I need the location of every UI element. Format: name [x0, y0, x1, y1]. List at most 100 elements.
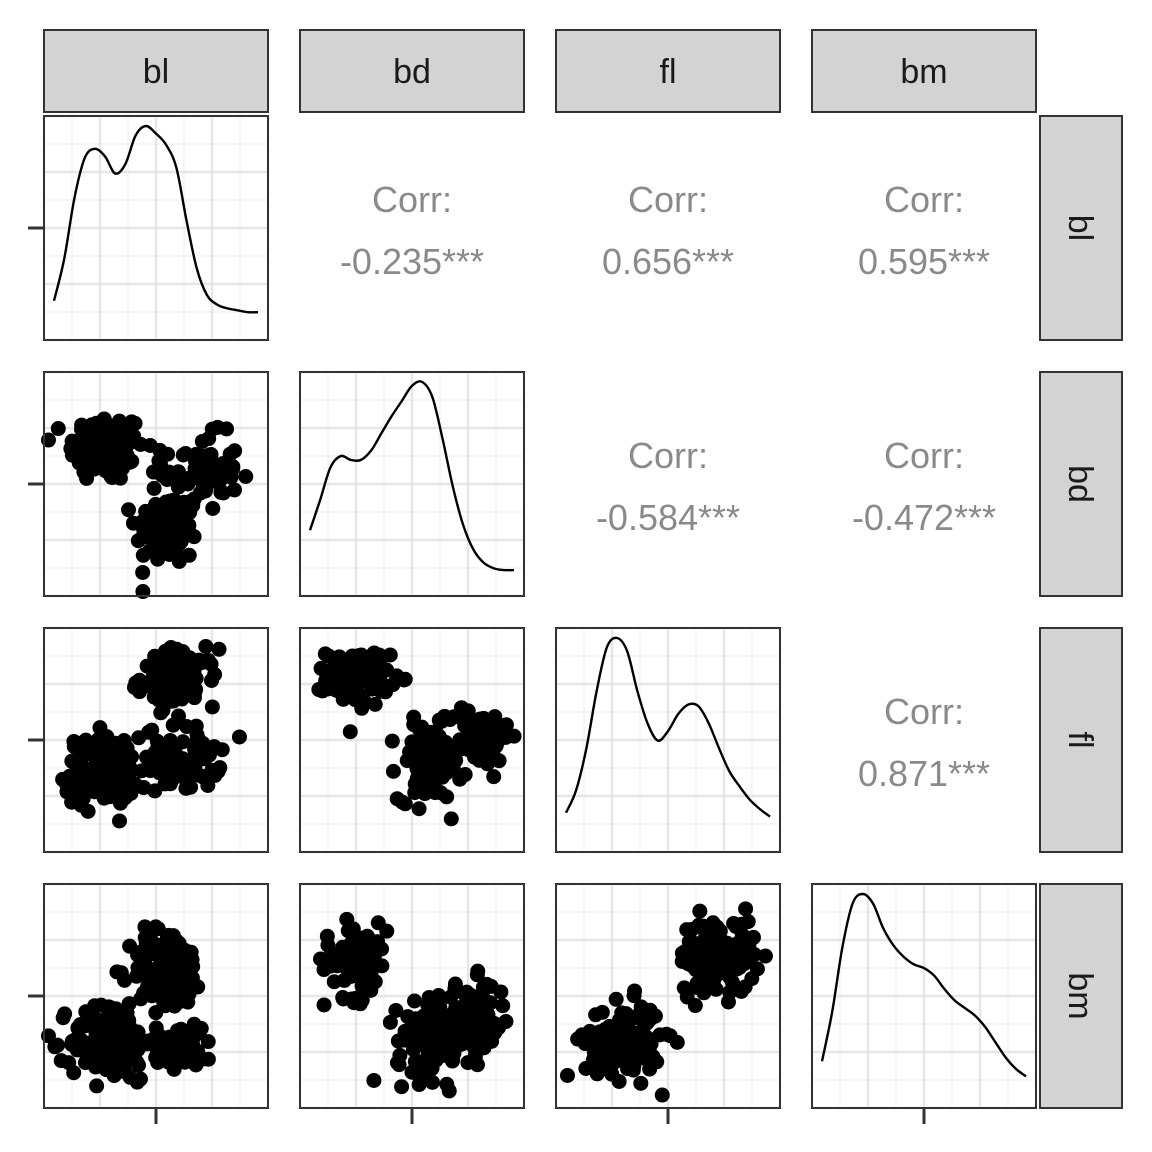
- point-bd_fl-221: [438, 734, 454, 750]
- point-bd_fl-195: [409, 771, 425, 787]
- point-fl_bm-85: [625, 1062, 641, 1078]
- point-bd_fl-83: [382, 647, 398, 663]
- point-bl_bm-128: [78, 1004, 94, 1020]
- panel-bm-bl: [40, 882, 270, 1110]
- strip-top-label-fl: fl: [660, 53, 677, 91]
- point-bl_bm-138: [127, 1049, 143, 1065]
- point-fl_bm-259: [749, 961, 765, 977]
- corr-label-bl-fl: Corr:: [628, 179, 708, 220]
- point-bl_fl-297: [161, 748, 177, 764]
- point-bd_bm-146: [424, 1074, 440, 1090]
- point-fl_bm-238: [691, 917, 707, 933]
- corr-value-bd-bm: -0.472***: [852, 497, 996, 538]
- point-fl_bm-127: [601, 1048, 617, 1064]
- point-bl_bm-238: [152, 956, 168, 972]
- point-bl_bd-118: [110, 428, 126, 444]
- point-bl_bd-41: [127, 415, 143, 431]
- point-bl_bd-281: [180, 494, 196, 510]
- point-bd_fl-85: [342, 652, 358, 668]
- point-bl_bd-219: [153, 531, 169, 547]
- point-fl_bm-222: [692, 903, 708, 919]
- point-bl_bm-247: [165, 928, 181, 944]
- point-bl_fl-152: [211, 641, 227, 657]
- point-bd_fl-99: [443, 811, 459, 827]
- point-bd_bm-79: [350, 961, 366, 977]
- point-bl_fl-218: [207, 667, 223, 683]
- point-bl_bd-111: [97, 415, 113, 431]
- point-bl_bm-242: [109, 964, 125, 980]
- point-bd_bm-264: [446, 1005, 462, 1021]
- panel-bm-bm: [810, 882, 1038, 1110]
- point-bl_fl-96: [92, 720, 108, 736]
- point-bl_bm-272: [200, 1034, 216, 1050]
- point-bl_bm-52: [89, 1078, 105, 1094]
- point-bl_bm-244: [138, 934, 154, 950]
- point-fl_bm-97: [652, 1027, 668, 1043]
- point-bl_bd-189: [121, 502, 137, 518]
- point-bd_bm-72: [335, 991, 351, 1007]
- strip-right-label-bl: bl: [1061, 215, 1099, 241]
- panel-fl-fl: [554, 626, 782, 854]
- point-bl_fl-201: [165, 693, 181, 709]
- point-bl_fl-92: [111, 813, 127, 829]
- point-bl_fl-153: [204, 699, 220, 715]
- point-bd_fl-258: [487, 721, 503, 737]
- density-curve-bm: [820, 892, 1027, 1078]
- point-bd_fl-65: [321, 648, 337, 664]
- strip-top-bm: bm: [811, 29, 1037, 113]
- point-bl_bd-108: [85, 437, 101, 453]
- point-bl_bm-135: [118, 1013, 134, 1029]
- strip-right-bd: bd: [1039, 371, 1123, 597]
- point-bd_bm-198: [407, 1054, 423, 1070]
- point-bl_fl-294: [162, 732, 178, 748]
- point-bd_bm-195: [428, 1048, 444, 1064]
- point-bl_fl-227: [176, 661, 192, 677]
- point-bd_fl-238: [431, 712, 447, 728]
- point-bl_fl-115: [75, 759, 91, 775]
- point-bl_bm-248: [133, 991, 149, 1007]
- corr-value-bl-bm: 0.595***: [858, 241, 990, 282]
- point-bl_bm-139: [130, 1024, 146, 1040]
- point-fl_bm-139: [738, 901, 754, 917]
- strip-top-fl: fl: [555, 29, 781, 113]
- point-bl_bd-114: [76, 447, 92, 463]
- point-bl_bd-285: [159, 471, 175, 487]
- point-bl_fl-149: [198, 638, 214, 654]
- scatter-points-bd_bm: [313, 911, 514, 1099]
- point-fl_bm-255: [734, 940, 750, 956]
- point-bl_bm-94: [66, 1065, 82, 1081]
- point-fl_bm-252: [705, 915, 721, 931]
- point-bl_fl-222: [147, 668, 163, 684]
- point-bd_fl-36: [342, 724, 358, 740]
- point-bd_bm-156: [407, 993, 423, 1009]
- point-bd_bm-57: [367, 974, 383, 990]
- point-fl_bm-256: [676, 980, 692, 996]
- point-fl_bm-80: [611, 1073, 627, 1089]
- point-fl_bm-258: [706, 950, 722, 966]
- point-bl_fl-292: [162, 776, 178, 792]
- point-bl_bd-211: [162, 493, 178, 509]
- point-bd_bm-199: [439, 1038, 455, 1054]
- point-bl_bd-240: [146, 480, 162, 496]
- point-bd_fl-209: [415, 739, 431, 755]
- point-fl_bm-96: [643, 1054, 659, 1070]
- point-fl_bm-128: [614, 1041, 630, 1057]
- point-bl_bm-226: [142, 974, 158, 990]
- point-bd_bm-260: [475, 989, 491, 1005]
- point-bd_bm-193: [444, 1053, 460, 1069]
- point-bl_bd-288: [195, 481, 211, 497]
- point-fl_bm-102: [588, 1007, 604, 1023]
- strip-right-label-bm: bm: [1061, 972, 1099, 1019]
- point-bl_bd-259: [227, 482, 243, 498]
- point-bd_bm-13: [316, 997, 332, 1013]
- point-bd_bm-220: [432, 999, 448, 1015]
- point-bd_fl-205: [428, 753, 444, 769]
- point-bl_bm-196: [148, 919, 164, 935]
- panel-fl-bl: [42, 626, 270, 854]
- strip-top-label-bd: bd: [393, 53, 431, 91]
- strip-top-bl: bl: [43, 29, 269, 113]
- density-curve-bd: [308, 380, 515, 572]
- point-bl_bd-217: [186, 529, 202, 545]
- point-bd_bm-261: [459, 984, 475, 1000]
